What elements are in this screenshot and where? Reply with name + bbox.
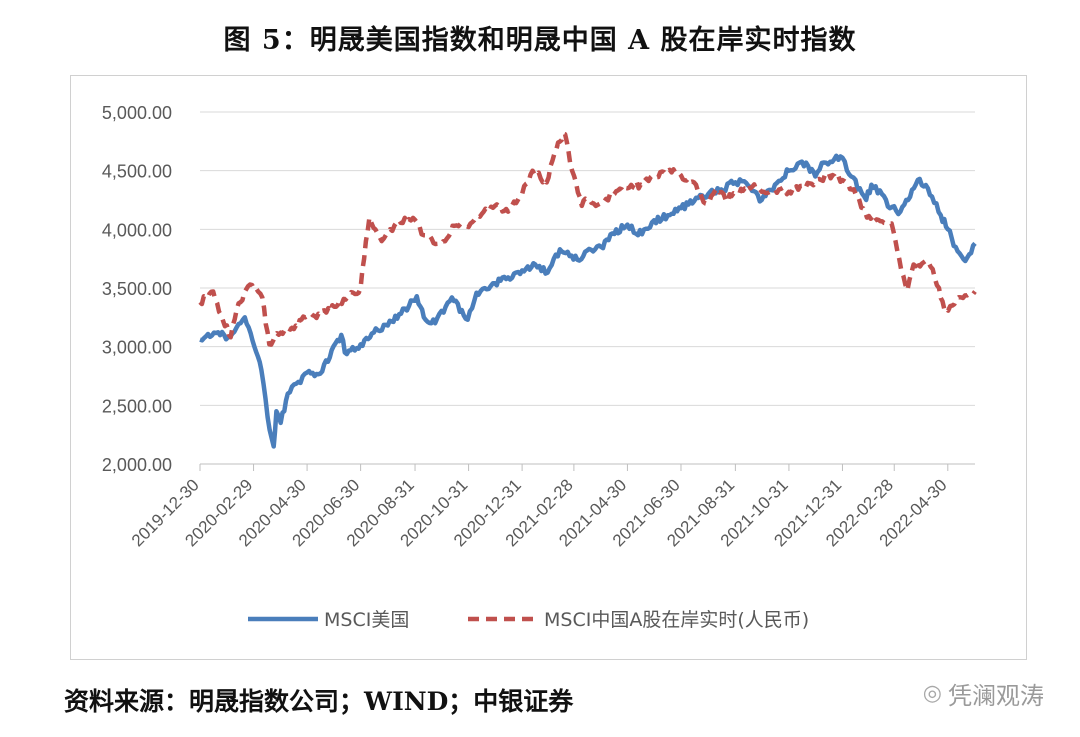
source-note: 资料来源：明晟指数公司；WIND；中银证券 xyxy=(64,687,574,716)
chart-title: 图 5：明晟美国指数和明晟中国 A 股在岸实时指数 xyxy=(223,25,857,56)
watermark-text: 凭澜观涛 xyxy=(948,682,1044,710)
y-tick-label: 2,000.00 xyxy=(102,455,172,475)
series-line-msci-usa xyxy=(199,153,977,449)
wechat-icon: ◎ xyxy=(922,681,942,706)
legend-label-msci-usa: MSCI美国 xyxy=(324,609,409,631)
legend-label-msci-china-a: MSCI中国A股在岸实时(人民币) xyxy=(544,609,809,631)
y-tick-label: 4,000.00 xyxy=(102,220,172,240)
y-tick-label: 2,500.00 xyxy=(102,396,172,416)
y-tick-label: 5,000.00 xyxy=(102,103,172,123)
y-tick-label: 4,500.00 xyxy=(102,162,172,182)
y-tick-label: 3,000.00 xyxy=(102,338,172,358)
y-tick-label: 3,500.00 xyxy=(102,279,172,299)
watermark: ◎ 凭澜观涛 xyxy=(923,676,1044,711)
series-line-msci-china-a xyxy=(198,131,977,347)
